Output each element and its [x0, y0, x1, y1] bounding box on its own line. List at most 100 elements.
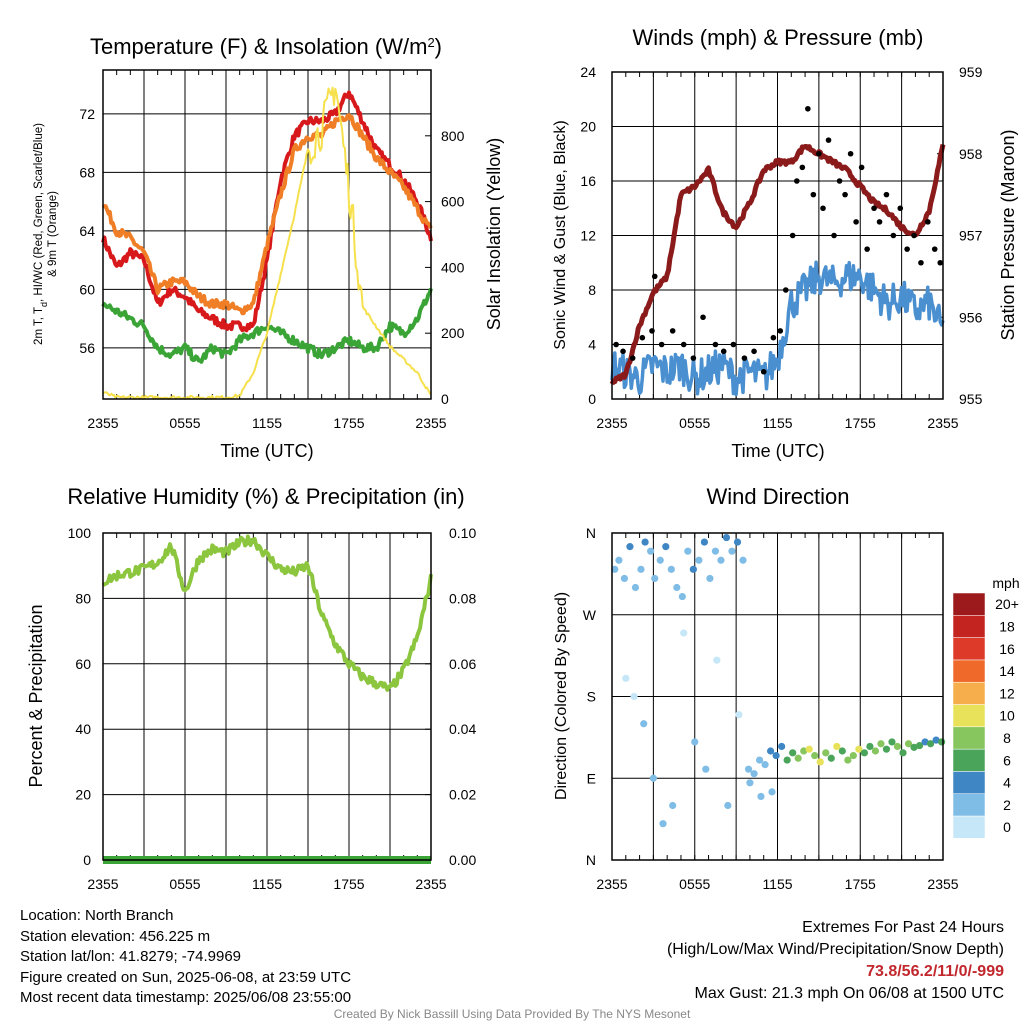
direction-point	[695, 556, 703, 564]
insolation-line	[103, 86, 432, 400]
legend-label: 0	[1003, 819, 1011, 835]
gust-point	[680, 341, 687, 348]
direction-point	[733, 538, 742, 546]
legend-swatch	[952, 704, 986, 728]
y-axis-label: Sonic Wind & Gust (Blue, Black)	[552, 120, 569, 349]
direction-point	[783, 756, 791, 764]
y2-tick-label: 0	[441, 391, 449, 407]
direction-point	[899, 749, 907, 757]
direction-point	[680, 629, 688, 637]
elevation-text: Station elevation: 456.225 m	[20, 927, 211, 945]
y2-tick-label: 0.10	[449, 525, 476, 541]
gust-point	[794, 178, 800, 184]
gust-point	[700, 314, 706, 321]
y-tick-label: 40	[75, 721, 91, 737]
direction-point	[656, 556, 664, 564]
chart-title: Winds (mph) & Pressure (mb)	[633, 25, 924, 50]
gust-point	[651, 273, 658, 280]
x-axis-label: Time (UTC)	[731, 441, 824, 461]
direction-point	[667, 565, 675, 573]
x-tick-label: 2355	[87, 876, 118, 892]
y2-tick-label: 0.08	[449, 590, 476, 606]
y-tick-label: 56	[79, 340, 95, 356]
gust-point	[620, 348, 626, 355]
direction-point	[871, 747, 880, 755]
gust-point	[911, 232, 917, 239]
direction-point	[789, 749, 797, 757]
legend-swatch	[952, 815, 986, 839]
legend-swatch	[952, 771, 986, 794]
direction-point	[641, 538, 649, 546]
gust-point	[883, 191, 890, 198]
direction-point	[678, 592, 686, 601]
x-tick-label: 2355	[415, 415, 446, 431]
direction-point	[631, 583, 640, 592]
direction-point	[659, 820, 667, 828]
y2-tick-label: 200	[441, 325, 465, 341]
direction-point	[757, 792, 765, 801]
x-tick-label: 2355	[927, 876, 958, 892]
gust-point	[931, 246, 938, 252]
y-tick-label: 68	[79, 164, 95, 180]
x-tick-label: 0555	[169, 876, 200, 892]
direction-point	[938, 738, 946, 746]
y2-tick-label: 0.02	[449, 787, 476, 803]
x-tick-label: 1755	[845, 876, 876, 892]
x-tick-label: 1755	[333, 876, 364, 892]
direction-point	[662, 543, 670, 551]
direction-point	[673, 583, 681, 592]
direction-point	[866, 742, 874, 751]
direction-point	[833, 742, 841, 751]
gust-point	[777, 328, 784, 334]
direction-point	[684, 547, 692, 555]
legend-swatch	[952, 659, 986, 683]
legend-swatch	[952, 793, 986, 817]
gust-point	[890, 232, 897, 239]
y2-tick-label: 959	[959, 64, 983, 80]
legend-swatch	[952, 748, 986, 772]
direction-point	[647, 547, 655, 555]
legend-label: 16	[999, 641, 1015, 657]
y2-tick-label: 0.04	[449, 721, 476, 737]
created-text: Figure created on Sun, 2025-06-08, at 23…	[20, 968, 352, 986]
gust-point	[751, 348, 757, 355]
direction-point	[915, 741, 924, 750]
y2-tick-label: 955	[959, 391, 983, 407]
x-tick-label: 1155	[252, 415, 282, 431]
gust-point	[937, 259, 944, 266]
legend-label: 20+	[995, 596, 1019, 612]
direction-point	[910, 743, 918, 751]
direction-point	[722, 533, 731, 542]
legend-label: 6	[1003, 752, 1011, 768]
legend-label: 12	[999, 685, 1015, 701]
humidity-line	[101, 534, 433, 692]
direction-point	[669, 801, 677, 810]
gust-point	[805, 105, 811, 112]
direction-point	[626, 543, 634, 551]
gust-point	[825, 137, 832, 143]
gust-point	[836, 178, 843, 184]
legend-label: 18	[999, 618, 1015, 634]
legend-swatch	[952, 726, 986, 750]
gust-point	[639, 334, 646, 341]
x-tick-label: 0555	[679, 876, 710, 892]
gust-point	[897, 205, 904, 212]
gust-point	[629, 355, 636, 361]
direction-point	[649, 774, 657, 782]
wind-speed-line	[610, 260, 945, 397]
y-tick-label: N	[586, 852, 596, 868]
gust-point	[690, 355, 697, 361]
gust-point	[876, 219, 883, 225]
latlon-text: Station lat/lon: 41.8279; -74.9969	[20, 948, 242, 965]
chart-title: Relative Humidity (%) & Precipitation (i…	[67, 484, 464, 509]
gust-point	[871, 205, 877, 212]
direction-point	[849, 751, 857, 760]
direction-point	[706, 574, 714, 583]
y-tick-label: W	[583, 607, 597, 623]
direction-point	[926, 740, 935, 748]
y2-tick-label: 600	[441, 194, 465, 210]
direction-point	[893, 742, 902, 751]
direction-point	[932, 736, 940, 744]
gust-point	[810, 191, 817, 198]
gust-point	[842, 191, 848, 198]
